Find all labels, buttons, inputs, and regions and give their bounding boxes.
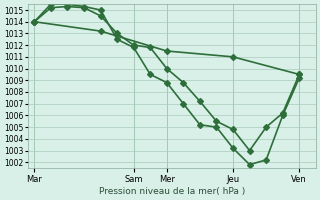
X-axis label: Pression niveau de la mer( hPa ): Pression niveau de la mer( hPa ) xyxy=(99,187,245,196)
